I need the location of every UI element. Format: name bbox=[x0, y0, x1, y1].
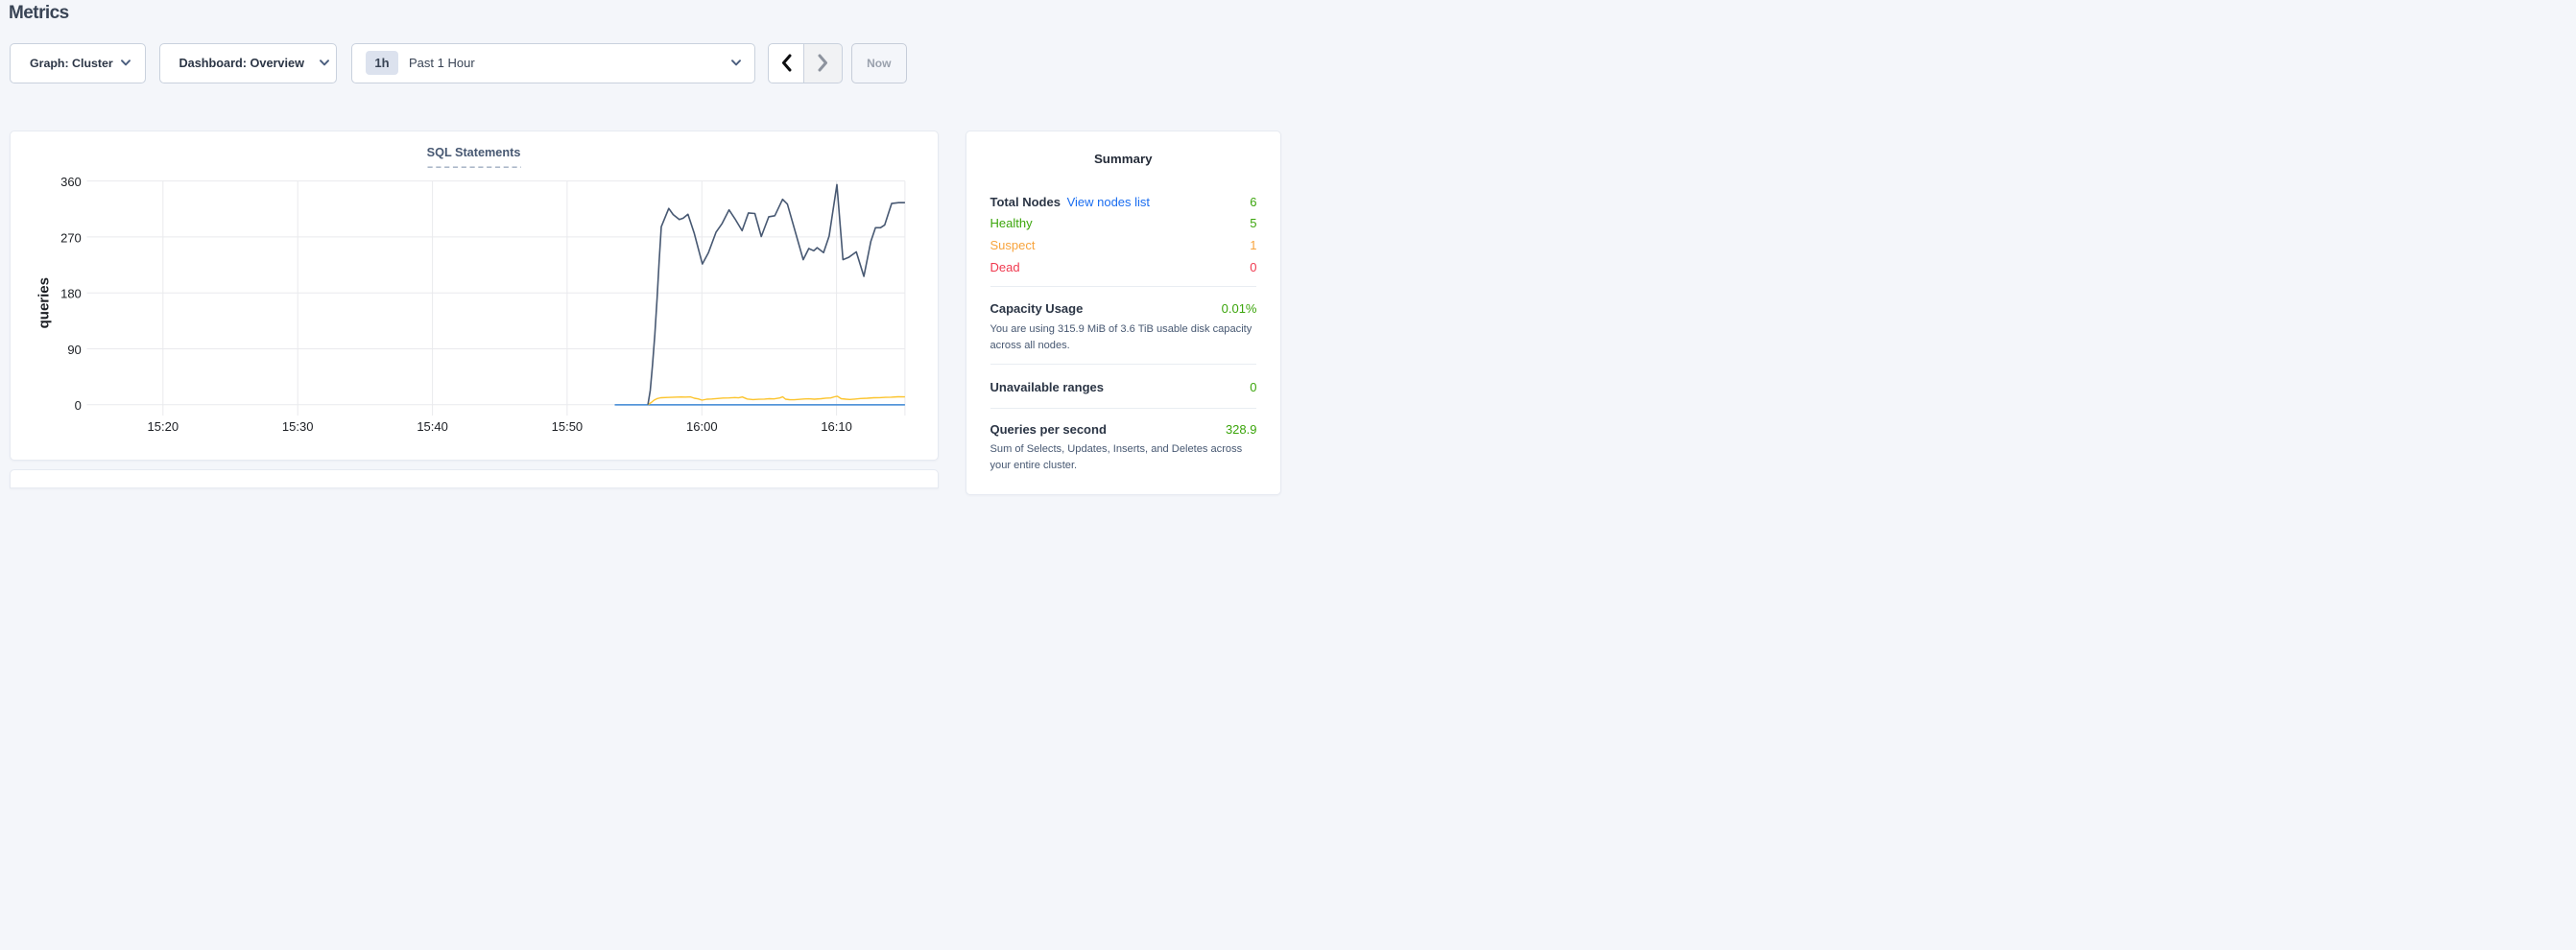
svg-text:270: 270 bbox=[60, 230, 82, 245]
svg-text:15:50: 15:50 bbox=[551, 419, 583, 434]
svg-text:15:20: 15:20 bbox=[147, 419, 179, 434]
svg-text:15:30: 15:30 bbox=[281, 419, 313, 434]
svg-text:360: 360 bbox=[60, 175, 82, 189]
svg-text:15:40: 15:40 bbox=[417, 419, 448, 434]
svg-text:180: 180 bbox=[60, 287, 82, 301]
svg-text:0: 0 bbox=[74, 398, 81, 413]
svg-text:queries: queries bbox=[36, 277, 52, 328]
svg-text:90: 90 bbox=[67, 343, 81, 357]
svg-text:16:00: 16:00 bbox=[686, 419, 718, 434]
svg-text:16:10: 16:10 bbox=[821, 419, 852, 434]
